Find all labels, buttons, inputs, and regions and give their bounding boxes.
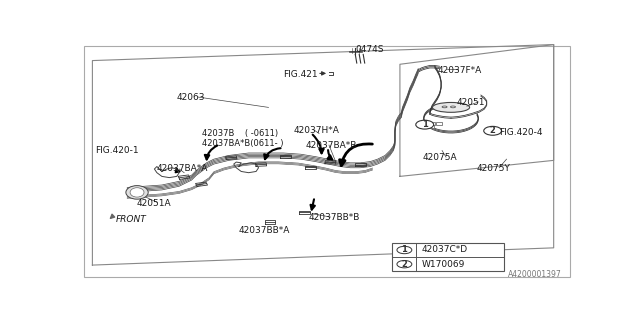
Text: 42037BB*B: 42037BB*B: [308, 212, 360, 221]
Text: FRONT: FRONT: [116, 215, 147, 224]
Bar: [436, 122, 442, 125]
Text: FIG.420-1: FIG.420-1: [95, 146, 138, 155]
Text: 2: 2: [490, 126, 495, 135]
Text: 42037C*D: 42037C*D: [421, 245, 467, 254]
Text: 42037H*A: 42037H*A: [293, 126, 339, 135]
Ellipse shape: [130, 188, 144, 197]
Text: 42037BB*A: 42037BB*A: [239, 226, 290, 235]
Text: W170069: W170069: [421, 260, 465, 269]
Circle shape: [397, 246, 412, 254]
Text: 42075A: 42075A: [422, 153, 457, 163]
Text: 42051: 42051: [457, 98, 486, 107]
Text: 42037BA*B(0611- ): 42037BA*B(0611- ): [202, 139, 283, 148]
Ellipse shape: [442, 106, 447, 108]
Text: A4200001397: A4200001397: [508, 270, 562, 279]
Text: 2: 2: [401, 260, 407, 269]
Text: 42037B    ( -0611): 42037B ( -0611): [202, 129, 278, 138]
Ellipse shape: [433, 102, 470, 112]
Circle shape: [397, 260, 412, 268]
Text: 42075Y: 42075Y: [477, 164, 511, 173]
Bar: [429, 122, 435, 125]
Circle shape: [416, 120, 434, 129]
Ellipse shape: [126, 186, 148, 199]
Text: 1: 1: [422, 120, 428, 129]
Text: FIG.420-4: FIG.420-4: [499, 128, 543, 137]
Bar: [428, 125, 434, 128]
Text: 42037BA*B: 42037BA*B: [306, 141, 357, 150]
Text: 42051A: 42051A: [137, 199, 172, 208]
Text: 42037F*A: 42037F*A: [437, 66, 481, 75]
Text: 42063: 42063: [177, 93, 205, 102]
Text: 0474S: 0474S: [355, 45, 384, 54]
Text: 1: 1: [401, 245, 407, 254]
Text: FIG.421: FIG.421: [284, 70, 318, 79]
Text: 42037BA*A: 42037BA*A: [157, 164, 208, 173]
Circle shape: [484, 126, 502, 135]
Ellipse shape: [451, 106, 456, 108]
Bar: [392, 243, 504, 271]
